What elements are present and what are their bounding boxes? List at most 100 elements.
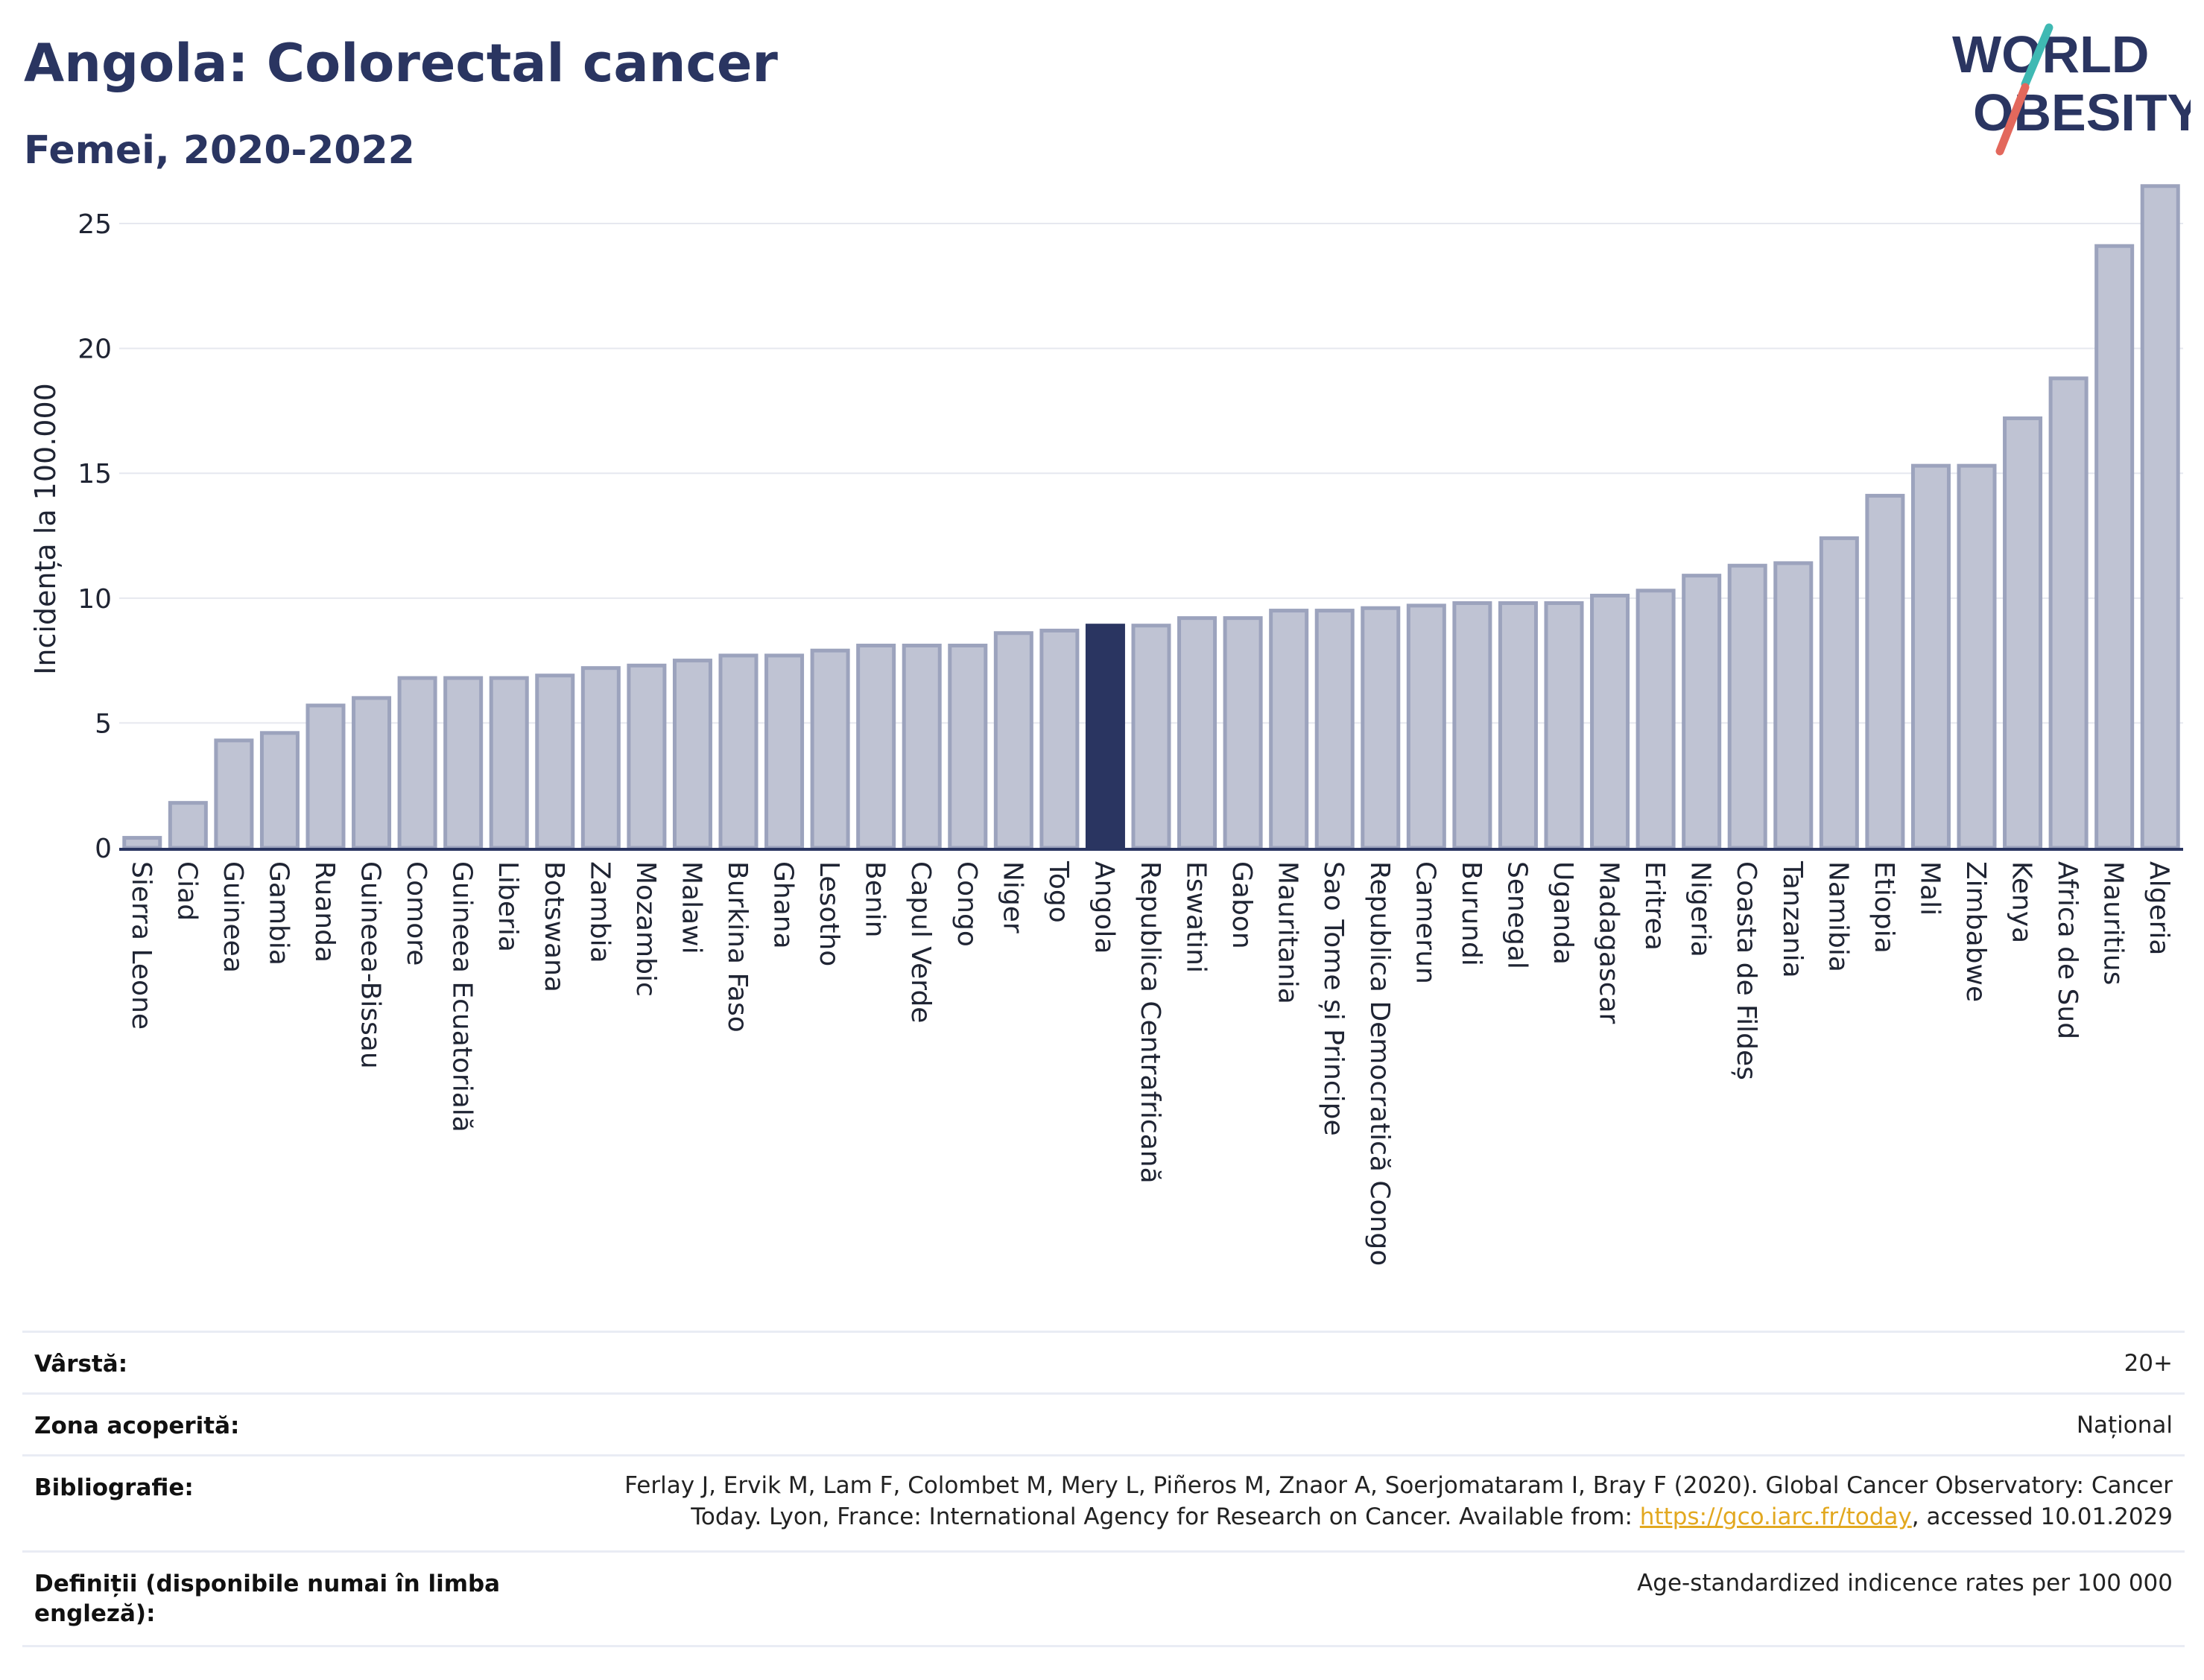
x-tick-label: Capul Verde (905, 861, 936, 1023)
bar[interactable] (1590, 593, 1630, 850)
bar[interactable] (1682, 574, 1722, 850)
x-tick-label: Africa de Sud (2052, 861, 2083, 1039)
info-value-definitions: Age-standardized indicence rates per 100… (1637, 1570, 2173, 1597)
x-tick-label: Niger (997, 861, 1027, 933)
x-tick-label: Madagascar (1594, 861, 1624, 1024)
bar[interactable] (1177, 616, 1217, 850)
bar[interactable] (902, 644, 942, 850)
x-tick-label: Congo (951, 861, 982, 947)
x-tick-label: Gabon (1226, 861, 1257, 949)
logo-teal-slash (2021, 23, 2053, 89)
bar[interactable] (1314, 609, 1355, 850)
info-value-area: Național (2076, 1412, 2173, 1439)
x-tick-label: Algeria (2144, 861, 2174, 956)
bar[interactable] (168, 801, 208, 850)
x-tick-label: Comore (401, 861, 431, 966)
x-tick-label: Zimbabwe (1960, 861, 1991, 1002)
x-tick-label: Malawi (676, 861, 706, 954)
info-row-definitions: Definiții (disponibile numai în limba en… (22, 1550, 2185, 1647)
bar[interactable] (580, 666, 621, 850)
info-label-age: Vârstă: (34, 1351, 128, 1378)
x-tick-label: Lesotho (814, 861, 844, 966)
bar[interactable] (2003, 416, 2043, 850)
info-label-area: Zona acoperită: (34, 1413, 240, 1439)
bar[interactable] (305, 703, 346, 850)
bar[interactable] (352, 696, 392, 850)
x-tick-label: Togo (1043, 860, 1074, 923)
x-tick-label: Eswatini (1181, 861, 1212, 973)
x-tick-label: Guineea-Bissau (355, 861, 386, 1069)
x-tick-label: Republica Centrafricană (1135, 861, 1165, 1184)
bar[interactable] (443, 676, 484, 850)
world-obesity-logo[interactable]: WORLD OBESITY (1937, 19, 2191, 160)
bar[interactable] (856, 644, 896, 850)
bar[interactable] (1361, 606, 1401, 850)
x-tick-label: Republica Democratică Congo (1364, 861, 1395, 1266)
bar[interactable] (214, 738, 254, 850)
bar[interactable] (1819, 536, 1859, 850)
bars (122, 184, 2180, 850)
bar[interactable] (1223, 616, 1263, 850)
logo-world-text: WORLD (1952, 25, 2149, 83)
x-tick-label: Tanzania (1777, 860, 1808, 978)
bar[interactable] (259, 731, 300, 850)
bar[interactable] (2048, 376, 2089, 850)
info-value-bibliography: Ferlay J, Ervik M, Lam F, Colombet M, Me… (571, 1470, 2173, 1532)
y-tick-label: 0 (95, 834, 112, 864)
x-tick-label: Liberia (493, 861, 523, 952)
bar[interactable] (1910, 463, 1951, 850)
bar[interactable] (1039, 628, 1080, 850)
x-tick-label: Sao Tome și Principe (1318, 861, 1349, 1136)
bar[interactable] (1635, 589, 1676, 850)
y-tick-label: 25 (77, 209, 112, 240)
bar[interactable] (2094, 244, 2135, 850)
info-row-age: Vârstă: 20+ (22, 1331, 2185, 1392)
x-tick-label: Angola (1089, 861, 1119, 954)
info-row-area: Zona acoperită: Național (22, 1392, 2185, 1454)
bar[interactable] (764, 653, 805, 850)
bar[interactable] (1085, 624, 1125, 850)
bar[interactable] (1269, 609, 1309, 850)
bar[interactable] (1131, 624, 1171, 850)
bar[interactable] (1865, 493, 1905, 850)
bar[interactable] (718, 653, 759, 850)
bibliography-text: Ferlay J, Ervik M, Lam F, Colombet M, Me… (624, 1472, 2173, 1530)
bar[interactable] (397, 676, 437, 850)
x-tick-label: Burundi (1456, 861, 1486, 966)
y-axis-label: Incidența la 100.000 (29, 383, 62, 675)
bar[interactable] (535, 673, 575, 850)
bar[interactable] (2140, 184, 2180, 850)
bar[interactable] (1773, 561, 1814, 850)
x-tick-label: Sierra Leone (126, 861, 156, 1030)
bar[interactable] (948, 644, 988, 850)
chart-title: Angola: Colorectal cancer (24, 33, 778, 94)
x-tick-label: Mauritania (1273, 861, 1303, 1004)
bar[interactable] (122, 836, 162, 850)
bibliography-link[interactable]: https://gco.iarc.fr/today (1639, 1503, 1912, 1530)
x-tick-label: Gambia (263, 861, 294, 966)
bar[interactable] (627, 663, 667, 850)
bar[interactable] (810, 648, 850, 850)
info-label-definitions: Definiții (disponibile numai în limba en… (34, 1570, 501, 1627)
bar[interactable] (1544, 601, 1584, 850)
bar[interactable] (672, 659, 712, 850)
x-tick-label: Ciad (171, 861, 202, 921)
x-tick-label: Guineea Ecuatorială (447, 861, 478, 1132)
bar[interactable] (1727, 563, 1767, 850)
info-label-bibliography: Bibliografie: (34, 1474, 194, 1501)
x-tick-label: Botswana (539, 861, 569, 992)
x-tick-label: Benin (860, 861, 890, 937)
bar[interactable] (1406, 603, 1446, 850)
bar[interactable] (993, 631, 1033, 850)
x-tick-label: Camerun (1410, 861, 1440, 984)
x-tick-label: Eritrea (1639, 861, 1670, 951)
bar[interactable] (489, 676, 529, 850)
bar[interactable] (1452, 601, 1492, 850)
bar[interactable] (1498, 601, 1538, 850)
chart-subtitle: Femei, 2020-2022 (24, 128, 415, 173)
bar[interactable] (1957, 463, 1997, 850)
y-tick-label: 20 (77, 335, 112, 365)
x-tick-label: Nigeria (1685, 861, 1716, 957)
y-tick-label: 15 (77, 459, 112, 489)
x-tick-label: Ruanda (309, 861, 340, 963)
